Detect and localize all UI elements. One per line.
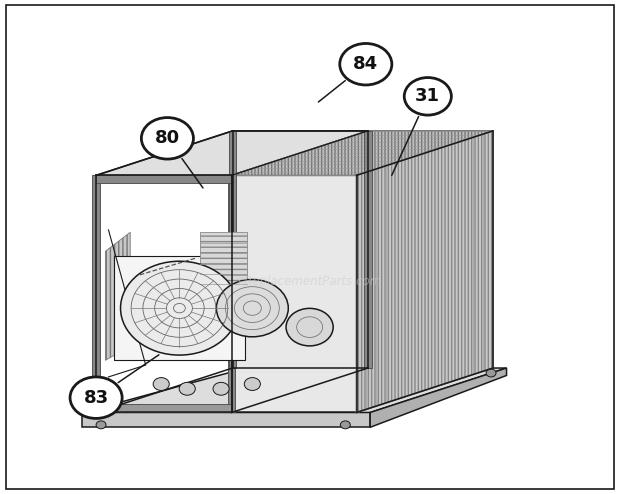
- Text: eReplacementParts.com: eReplacementParts.com: [238, 275, 382, 288]
- Polygon shape: [370, 368, 507, 427]
- Text: 83: 83: [84, 389, 108, 407]
- Circle shape: [120, 261, 238, 355]
- Polygon shape: [82, 412, 370, 427]
- Polygon shape: [92, 175, 100, 412]
- Circle shape: [486, 369, 496, 377]
- Text: 80: 80: [155, 129, 180, 147]
- Polygon shape: [231, 131, 493, 175]
- Circle shape: [340, 421, 350, 429]
- Text: 31: 31: [415, 87, 440, 105]
- Polygon shape: [364, 131, 371, 368]
- Polygon shape: [82, 368, 507, 412]
- Circle shape: [179, 382, 195, 395]
- Circle shape: [153, 377, 169, 390]
- Polygon shape: [356, 131, 493, 412]
- Circle shape: [213, 382, 229, 395]
- Polygon shape: [356, 131, 493, 412]
- Polygon shape: [231, 131, 493, 175]
- Polygon shape: [96, 404, 231, 412]
- Polygon shape: [232, 131, 368, 368]
- Circle shape: [404, 78, 451, 115]
- Polygon shape: [231, 175, 356, 412]
- Polygon shape: [96, 175, 231, 183]
- Polygon shape: [228, 175, 235, 412]
- Circle shape: [96, 421, 106, 429]
- Text: 84: 84: [353, 55, 378, 73]
- Circle shape: [216, 280, 288, 337]
- Polygon shape: [114, 256, 244, 360]
- Polygon shape: [105, 232, 130, 360]
- Polygon shape: [96, 131, 368, 175]
- Circle shape: [340, 43, 392, 85]
- Circle shape: [70, 377, 122, 418]
- Circle shape: [244, 377, 260, 390]
- Circle shape: [286, 308, 333, 346]
- Polygon shape: [200, 232, 247, 285]
- Polygon shape: [229, 131, 236, 368]
- Circle shape: [141, 118, 193, 159]
